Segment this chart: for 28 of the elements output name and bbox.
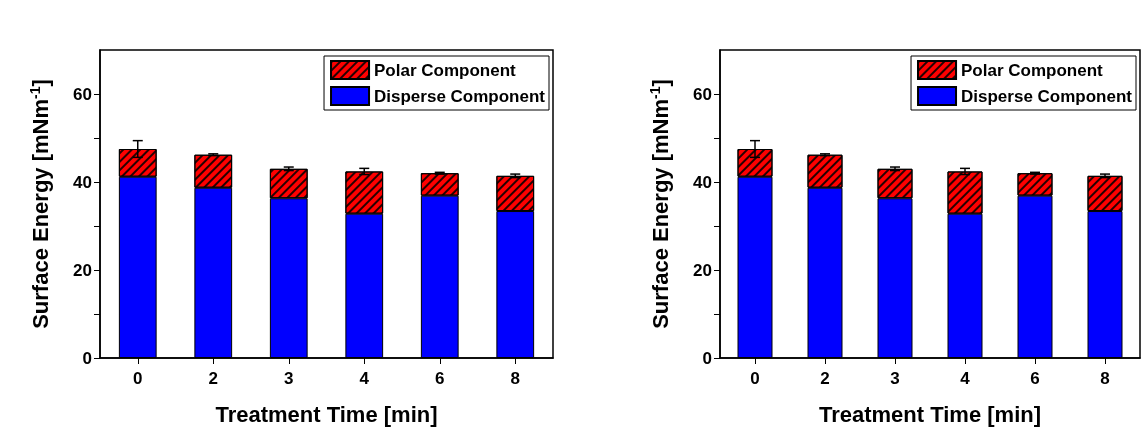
- legend-label: Disperse Component: [961, 86, 1133, 106]
- x-axis-title: Treatment Time [min]: [215, 401, 438, 427]
- legend-label: Disperse Component: [374, 86, 546, 106]
- y-tick-label: 0: [702, 348, 712, 368]
- y-tick-label: 40: [73, 172, 92, 192]
- x-tick-label: 6: [1030, 369, 1040, 388]
- x-tick-label: 3: [890, 369, 900, 388]
- x-tick-label: 3: [284, 369, 294, 388]
- y-axis-title: Surface Energy [mNm-1]: [27, 79, 53, 329]
- x-tick-label: 0: [750, 369, 760, 388]
- x-tick-label: 0: [133, 369, 143, 388]
- legend-label: Polar Component: [961, 60, 1104, 80]
- x-tick-label: 8: [1100, 369, 1110, 388]
- y-tick-label: 40: [693, 172, 712, 192]
- y-tick-label: 60: [693, 84, 712, 104]
- y-tick-label: 60: [73, 84, 92, 104]
- y-axis-title: Surface Energy [mNm-1]: [647, 79, 673, 329]
- y-tick-label: 20: [73, 260, 92, 280]
- y-tick-label: 20: [693, 260, 712, 280]
- x-axis-title: Treatment Time [min]: [818, 401, 1042, 427]
- y-tick-label: 0: [82, 348, 92, 368]
- x-tick-label: 8: [510, 369, 520, 388]
- x-tick-label: 2: [820, 369, 830, 388]
- x-tick-label: 4: [359, 369, 370, 388]
- legend-label: Polar Component: [374, 60, 517, 80]
- x-tick-label: 4: [960, 369, 971, 388]
- x-tick-label: 2: [208, 369, 218, 388]
- x-tick-label: 6: [435, 369, 445, 388]
